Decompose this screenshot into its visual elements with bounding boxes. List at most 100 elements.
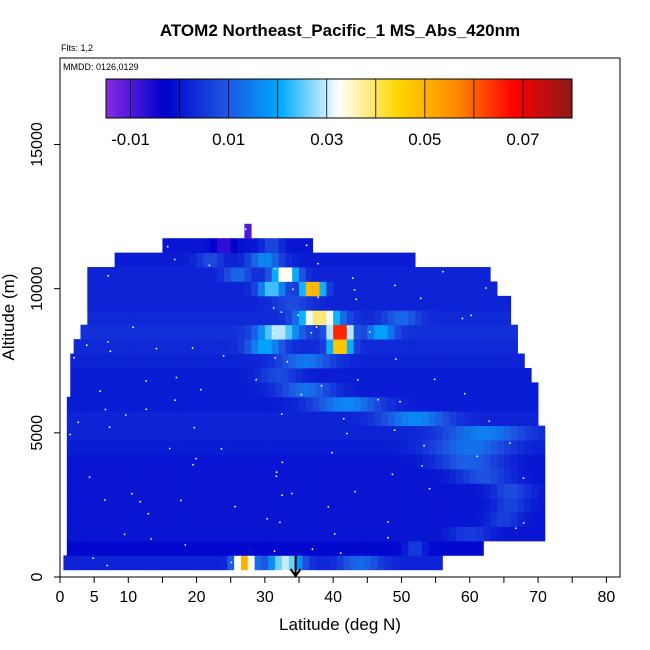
- colorbar-segment: [358, 79, 363, 118]
- heatmap-cell: [179, 382, 187, 398]
- heatmap-cell: [148, 526, 157, 542]
- heatmap-cell: [258, 295, 266, 311]
- heatmap-cell: [503, 310, 512, 326]
- heatmap-cell: [401, 396, 409, 412]
- heatmap-cell: [380, 295, 389, 311]
- heatmap-cell: [121, 339, 129, 354]
- heatmap-cell: [418, 353, 426, 369]
- heatmap-cell: [421, 396, 430, 412]
- heatmap-cell: [538, 483, 546, 499]
- heatmap-cell: [421, 468, 430, 484]
- heatmap-cell: [121, 454, 129, 470]
- heatmap-cell: [271, 526, 279, 542]
- heatmap-cell: [503, 396, 512, 412]
- heatmap-cell: [312, 512, 320, 527]
- heatmap-cell: [80, 339, 88, 354]
- heatmap-cell: [305, 497, 314, 513]
- heatmap-cell: [244, 396, 252, 412]
- heatmap-cell: [363, 382, 372, 398]
- heatmap-cell: [148, 440, 157, 455]
- sample-dot: [191, 347, 194, 349]
- heatmap-cell: [442, 281, 450, 297]
- heatmap-cell: [503, 497, 512, 513]
- heatmap-cell: [316, 382, 324, 398]
- heatmap-cell: [333, 454, 341, 470]
- heatmap-cell: [278, 483, 286, 499]
- heatmap-cell: [148, 483, 157, 499]
- heatmap-cell: [230, 440, 238, 455]
- heatmap-cell: [425, 555, 433, 571]
- heatmap-cell: [449, 454, 457, 470]
- heatmap-cell: [244, 440, 252, 455]
- heatmap-cell: [531, 497, 539, 513]
- heatmap-cell: [217, 468, 225, 484]
- heatmap-cell: [435, 497, 443, 513]
- heatmap-cell: [299, 339, 307, 354]
- heatmap-cell: [203, 295, 211, 311]
- heatmap-cell: [176, 411, 184, 427]
- colorbar-segment: [540, 79, 546, 118]
- heatmap-cell: [176, 267, 184, 282]
- heatmap-cell: [230, 267, 238, 282]
- heatmap-cell: [196, 483, 204, 499]
- heatmap-cell: [336, 382, 344, 398]
- heatmap-cell: [141, 267, 150, 282]
- heatmap-cell: [193, 382, 201, 398]
- heatmap-cell: [531, 396, 539, 412]
- heatmap-cell: [346, 440, 355, 455]
- heatmap-cell: [326, 425, 334, 441]
- heatmap-cell: [94, 440, 102, 455]
- heatmap-cell: [210, 454, 218, 470]
- sample-dot: [272, 307, 275, 309]
- heatmap-cell: [237, 324, 245, 340]
- heatmap-cell: [346, 540, 355, 556]
- heatmap-cell: [346, 468, 355, 484]
- heatmap-cell: [100, 411, 109, 427]
- colorbar-segment: [191, 79, 196, 118]
- heatmap-cell: [319, 526, 327, 542]
- heatmap-cell: [237, 310, 245, 326]
- heatmap-cell: [176, 497, 184, 513]
- heatmap-cell: [264, 468, 273, 484]
- heatmap-cell: [346, 497, 355, 513]
- heatmap-cell: [237, 540, 245, 556]
- heatmap-cell: [244, 295, 252, 311]
- heatmap-cell: [203, 540, 211, 556]
- heatmap-cell: [271, 281, 279, 297]
- colorbar-segment: [164, 79, 169, 118]
- heatmap-cell: [322, 382, 331, 398]
- heatmap-cell: [428, 497, 437, 513]
- heatmap-cell: [380, 281, 389, 297]
- heatmap-cell: [374, 454, 382, 470]
- heatmap-cell: [432, 353, 440, 369]
- heatmap-cell: [264, 396, 273, 412]
- heatmap-cell: [483, 396, 491, 412]
- heatmap-cell: [524, 512, 532, 527]
- sample-dot: [394, 358, 397, 360]
- colorbar-segment: [284, 79, 290, 118]
- heatmap-cell: [316, 353, 324, 369]
- heatmap-cell: [312, 267, 320, 282]
- heatmap-cell: [94, 468, 102, 484]
- heatmap-cell: [251, 396, 259, 412]
- heatmap-cell: [305, 324, 314, 340]
- sample-dot: [132, 326, 135, 329]
- heatmap-cell: [94, 339, 102, 354]
- heatmap-cell: [520, 367, 529, 383]
- heatmap-cell: [510, 411, 518, 427]
- heatmap-cell: [357, 367, 365, 383]
- heatmap-cell: [292, 454, 300, 470]
- colorbar-segment: [121, 79, 126, 118]
- heatmap-cell: [128, 339, 136, 354]
- heatmap-cell: [80, 468, 88, 484]
- heatmap-cell: [360, 526, 368, 542]
- heatmap-cell: [490, 324, 498, 340]
- heatmap-cell: [469, 324, 477, 340]
- heatmap-cell: [538, 440, 546, 455]
- colorbar-segment: [393, 79, 398, 118]
- heatmap-cell: [538, 468, 546, 484]
- heatmap-cell: [244, 252, 252, 268]
- heatmap-cell: [401, 468, 409, 484]
- heatmap-cell: [350, 382, 358, 398]
